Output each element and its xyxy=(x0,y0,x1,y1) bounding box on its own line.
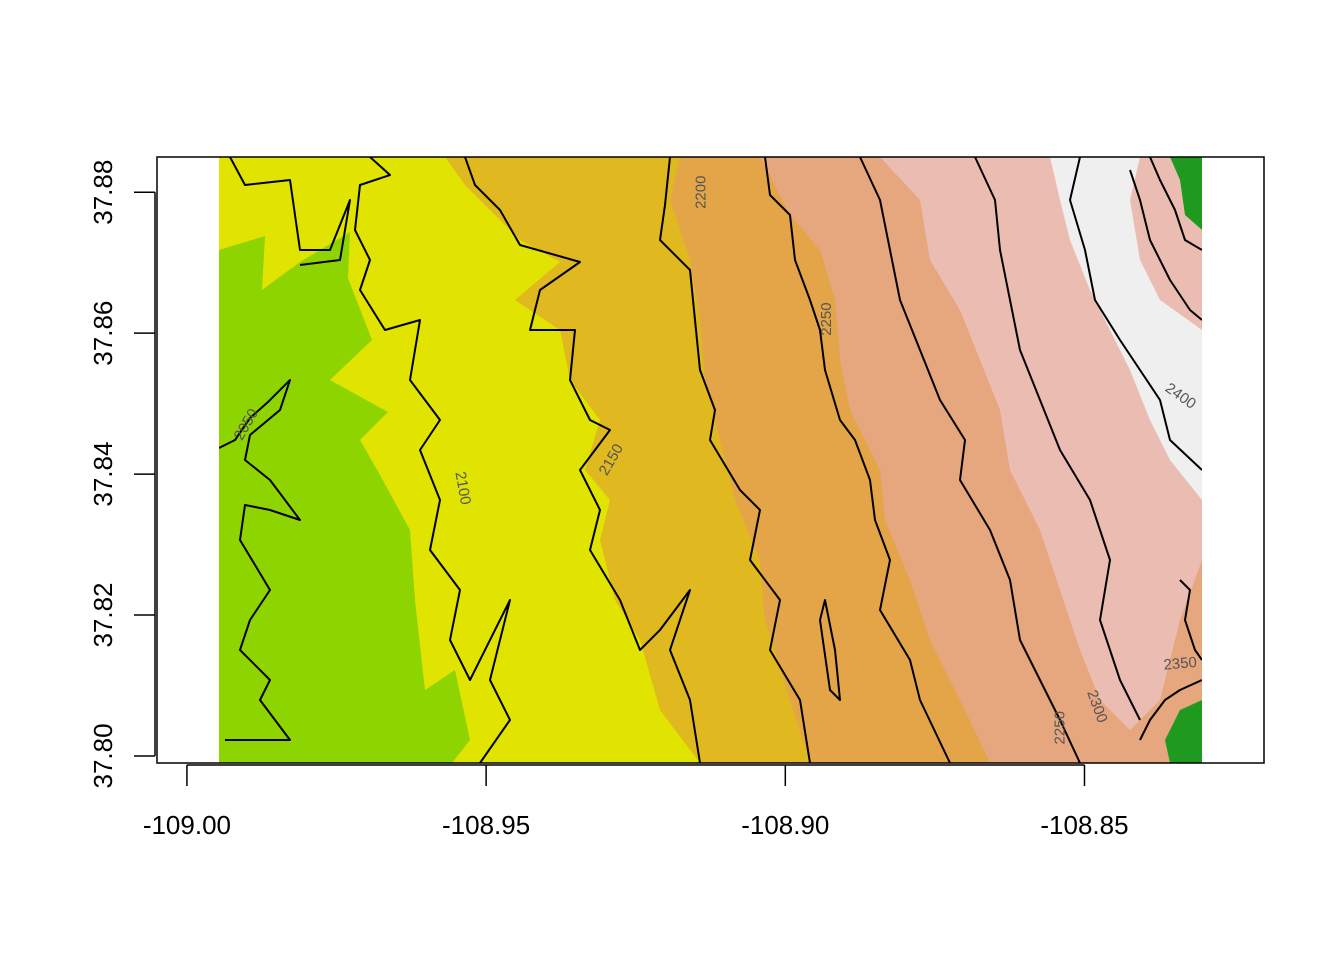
contour-lines xyxy=(219,157,1202,763)
elevation-raster xyxy=(219,157,1202,763)
plot-frame xyxy=(156,156,1265,764)
y-tick-label: 37.80 xyxy=(88,723,118,788)
contour-label: 2100 xyxy=(451,470,474,506)
y-tick-label: 37.88 xyxy=(88,160,118,225)
contour-line-2300 xyxy=(859,157,1081,763)
band-2000 xyxy=(219,232,470,763)
x-axis: -109.00 -108.95 -108.90 -108.85 xyxy=(143,764,1129,840)
contour-line-2400b xyxy=(1129,169,1202,321)
contour-line-2300b xyxy=(974,157,1141,721)
x-tick-label: -109.00 xyxy=(143,810,231,840)
contour-line-2250 xyxy=(764,157,951,763)
contour-label: 2250 xyxy=(818,302,835,335)
contour-line-steep-right xyxy=(1179,579,1202,661)
contour-line-2050 xyxy=(219,379,301,741)
contour-line-2200 xyxy=(659,157,811,763)
contour-label: 2350 xyxy=(1163,654,1198,674)
contour-line-2250b xyxy=(819,599,841,701)
y-tick-label: 37.86 xyxy=(88,301,118,366)
contour-line-2100 xyxy=(354,157,511,763)
contour-line-steep-top xyxy=(1149,157,1202,251)
y-axis: 37.80 37.82 37.84 37.86 37.88 xyxy=(88,160,156,788)
contour-label: 2200 xyxy=(692,176,709,209)
contour-line-2150 xyxy=(464,157,701,763)
contour-line-2400 xyxy=(1069,157,1202,471)
x-tick-label: -108.85 xyxy=(1040,810,1128,840)
band-dark-green-top xyxy=(1170,157,1202,230)
x-tick-label: -108.95 xyxy=(442,810,530,840)
contour-label: 2250 xyxy=(1052,711,1069,744)
x-tick-label: -108.90 xyxy=(741,810,829,840)
contour-line-steep-bottom xyxy=(1139,679,1202,741)
contour-line-2100b xyxy=(229,157,351,266)
y-tick-label: 37.84 xyxy=(88,442,118,507)
y-tick-label: 37.82 xyxy=(88,582,118,647)
band-dark-green-bottom xyxy=(1165,700,1202,763)
